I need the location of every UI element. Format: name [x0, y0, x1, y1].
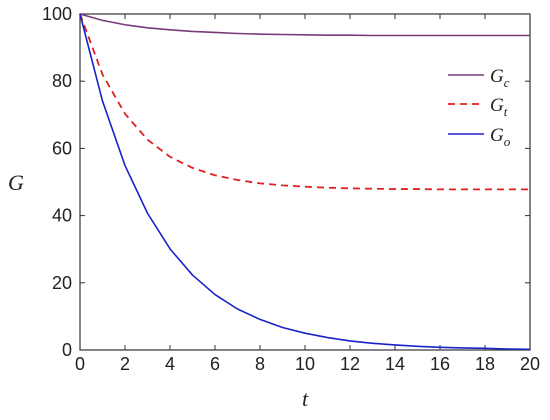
x-tick-label: 12: [340, 354, 360, 374]
legend-label-subscript: c: [504, 75, 510, 90]
x-tick-label: 16: [430, 354, 450, 374]
legend-label-gt: Gt: [490, 95, 508, 119]
y-tick-label: 80: [52, 71, 72, 91]
x-tick-label: 20: [520, 354, 540, 374]
x-tick-label: 6: [210, 354, 220, 374]
x-tick-label: 18: [475, 354, 495, 374]
legend-label-subscript: o: [504, 134, 511, 149]
x-tick-label: 2: [120, 354, 130, 374]
series-line-gc: [79, 13, 530, 37]
plot-area: [79, 13, 531, 351]
y-axis-title: G: [8, 170, 24, 195]
x-tick-label: 0: [75, 354, 85, 374]
legend-label-subscript: t: [504, 104, 508, 119]
x-axis-title: t: [302, 386, 309, 411]
y-tick-label: 60: [52, 138, 72, 158]
y-tick-label: 20: [52, 273, 72, 293]
series-line-go: [79, 13, 531, 351]
x-tick-label: 8: [255, 354, 265, 374]
y-tick-label: 100: [42, 4, 72, 24]
x-tick-label: 14: [385, 354, 405, 374]
y-tick-label: 40: [52, 206, 72, 226]
y-tick-label: 0: [62, 340, 72, 360]
series-lines: [79, 13, 531, 351]
x-tick-label: 4: [165, 354, 175, 374]
series-line-gt: [79, 13, 530, 191]
x-tick-label: 10: [295, 354, 315, 374]
axis-ticks: 0 2 4 6 8 10 12 14 16 18 20 0 20 40 60 80 100: [42, 4, 540, 374]
